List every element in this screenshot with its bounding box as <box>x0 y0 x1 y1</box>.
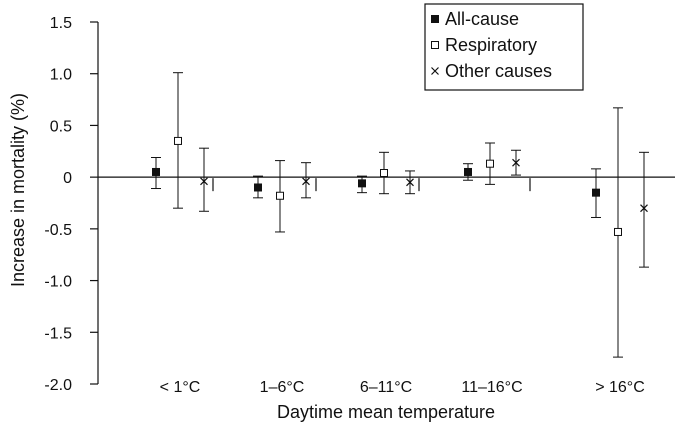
point-respiratory <box>276 191 284 200</box>
point-other-causes <box>302 177 310 186</box>
legend-label: Other causes <box>445 61 552 81</box>
axes: 1.5 1.0 0.5 0 -0.5 -1.0 -1.5 -2.0 < 1°C 1–6°C 6–11… <box>44 15 675 396</box>
point-other-causes <box>640 204 648 213</box>
point-other-causes <box>431 67 439 75</box>
y-tick-label: 0 <box>63 170 72 187</box>
point-respiratory <box>614 227 622 236</box>
y-tick-label: -1.0 <box>44 274 72 291</box>
legend-box <box>424 3 584 91</box>
point-respiratory <box>380 169 388 178</box>
x-tick-label: 1–6°C <box>260 379 305 396</box>
point-all-cause <box>464 167 472 176</box>
point-all-cause <box>592 188 600 197</box>
y-tick-label: 1.5 <box>50 15 72 32</box>
y-tick-label: 1.0 <box>50 67 72 84</box>
x-tick-label: > 16°C <box>595 379 645 396</box>
point-respiratory <box>486 159 494 168</box>
x-tick-label: 11–16°C <box>461 379 522 396</box>
y-tick-label: -0.5 <box>44 222 72 239</box>
y-tick-label: -2.0 <box>44 377 72 394</box>
y-tick-label: -1.5 <box>44 325 72 342</box>
y-tick-label: 0.5 <box>50 118 72 135</box>
x-axis-title: Daytime mean temperature <box>277 402 495 422</box>
point-all-cause <box>431 15 439 23</box>
chart-marks <box>151 72 649 358</box>
point-all-cause <box>254 183 262 192</box>
point-respiratory <box>174 136 182 145</box>
point-all-cause <box>152 167 160 176</box>
point-all-cause <box>358 179 366 188</box>
x-tick-label: 6–11°C <box>360 379 412 396</box>
point-other-causes <box>512 158 520 167</box>
y-axis-title: Increase in mortality (%) <box>8 93 28 287</box>
legend: All-cause Respiratory Other causes <box>424 3 584 91</box>
point-other-causes <box>406 178 414 187</box>
point-respiratory <box>431 41 439 49</box>
x-tick-label: < 1°C <box>160 379 201 396</box>
legend-label: All-cause <box>445 9 519 29</box>
legend-label: Respiratory <box>445 35 537 55</box>
point-other-causes <box>200 177 208 186</box>
